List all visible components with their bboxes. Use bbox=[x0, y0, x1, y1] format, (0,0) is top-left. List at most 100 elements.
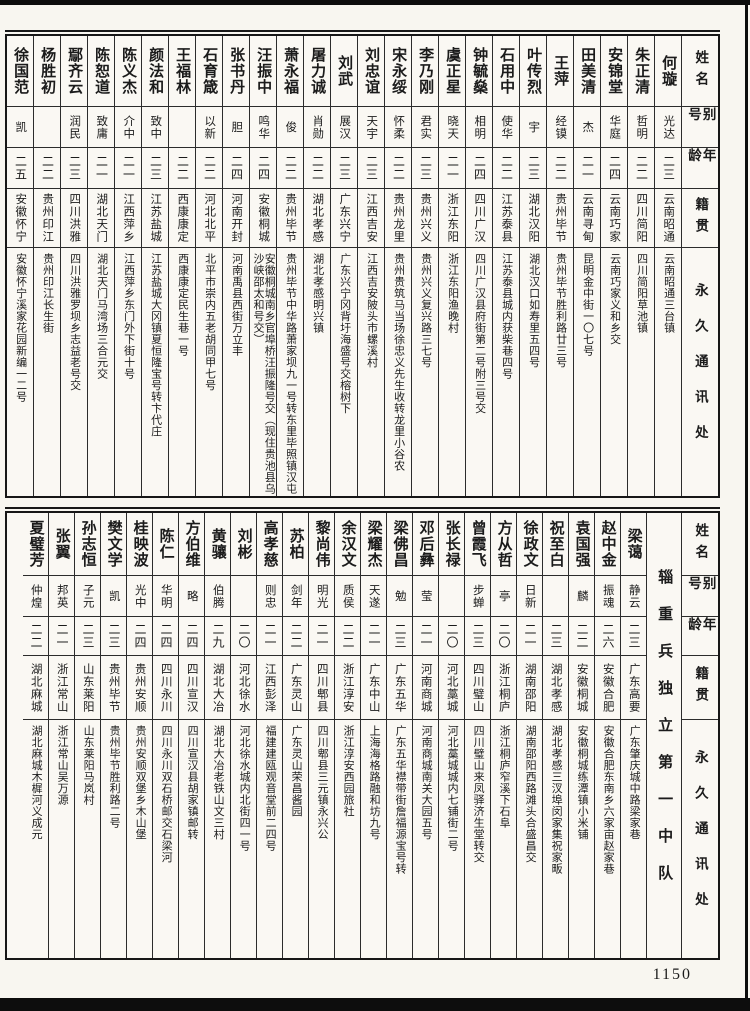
person-column: 张长禄 二〇 河北藁城 河北藁城城内七铺街二号 bbox=[438, 513, 464, 958]
person-native-text: 四川璧山 bbox=[471, 662, 484, 713]
person-native-cell: 湖北大冶 bbox=[205, 656, 230, 720]
person-age-text: 二三 bbox=[392, 623, 407, 649]
person-address-text: 浙江桐庐窄溪下石阜 bbox=[498, 725, 511, 829]
person-alias-cell: 介中 bbox=[115, 107, 141, 148]
person-address-cell: 贵州贵筑马当场徐忠义先生收转龙里小谷农 bbox=[385, 248, 411, 496]
person-column: 梁耀杰 天遂 二一 广东中山 上海海格路融和坊九号 bbox=[360, 513, 386, 958]
person-age-text: 二一 bbox=[54, 623, 69, 649]
person-alias-cell bbox=[543, 576, 568, 617]
person-alias-text: 杰 bbox=[581, 120, 594, 134]
person-address-text: 广东肇庆城中路梁家巷 bbox=[628, 725, 641, 840]
person-address-text: 贵州毕节胜利路二号 bbox=[108, 725, 121, 829]
person-name-cell: 屠力诚 bbox=[304, 36, 330, 107]
person-name-cell: 田美清 bbox=[574, 36, 600, 107]
person-age-text: 二三 bbox=[626, 623, 641, 649]
person-native-text: 四川郫县 bbox=[315, 662, 328, 713]
person-column: 屠力诚 肖勋 二二 湖北孝感 湖北孝感明兴镇 bbox=[303, 36, 330, 496]
person-alias-text: 明光 bbox=[315, 583, 328, 609]
person-native-text: 四川永川 bbox=[159, 662, 172, 713]
person-age-text: 二二 bbox=[553, 155, 568, 181]
person-name-text: 陈恕道 bbox=[93, 47, 110, 95]
person-age-text: 二二 bbox=[634, 155, 649, 181]
person-alias-cell: 莹 bbox=[413, 576, 438, 617]
person-address-cell: 湖北孝感三汊埠闵家集祝家畈 bbox=[543, 720, 568, 958]
person-alias-text: 使华 bbox=[500, 114, 513, 140]
person-age-text: 二一 bbox=[580, 155, 595, 181]
person-native-text: 湖北麻城 bbox=[29, 662, 42, 713]
person-native-text: 贵州毕节 bbox=[284, 193, 297, 243]
person-alias-text: 伯腾 bbox=[211, 583, 224, 609]
person-age-cell: 二一 bbox=[574, 148, 600, 189]
person-native-cell: 广东兴宁 bbox=[331, 189, 357, 248]
person-address-text: 安徽桐城练潭镇小米铺 bbox=[576, 725, 589, 840]
person-native-text: 云南寻甸 bbox=[581, 193, 594, 243]
person-age-text: 二〇 bbox=[444, 623, 459, 649]
person-address-cell: 四川宣汉县胡家镇邮转 bbox=[179, 720, 204, 958]
person-native-text: 浙江东阳 bbox=[446, 193, 459, 243]
person-age-text: 二二 bbox=[283, 155, 298, 181]
person-column: 邓后彝莹二一 河南商城 河南商城南关大园五号 bbox=[412, 513, 438, 958]
person-address-text: 四川璧山来凤驿济生堂转交 bbox=[472, 725, 485, 863]
person-native-cell: 浙江东阳 bbox=[439, 189, 465, 248]
person-name-cell: 方伯维 bbox=[179, 513, 204, 576]
person-native-cell: 广东灵山 bbox=[283, 656, 308, 720]
person-age-text: 二二 bbox=[574, 623, 589, 649]
person-age-cell: 二三 bbox=[621, 617, 646, 656]
person-native-cell: 安徽怀宁 bbox=[7, 189, 33, 248]
person-age-cell: 二四 bbox=[153, 617, 178, 656]
header-native-label: 籍贯 bbox=[693, 196, 709, 240]
person-native-cell: 湖南邵阳 bbox=[517, 656, 542, 720]
person-native-text: 江西吉安 bbox=[365, 193, 378, 243]
person-native-text: 湖北大冶 bbox=[211, 662, 224, 713]
person-column: 赵中金 振魂 二六 安徽合肥 安徽合肥东南乡六家亩赵家巷 bbox=[594, 513, 620, 958]
person-native-text: 贵州毕节 bbox=[554, 193, 567, 243]
person-age-cell: 二一 bbox=[517, 617, 542, 656]
person-name-cell: 梁耀杰 bbox=[361, 513, 386, 576]
person-native-text: 贵州毕节 bbox=[107, 662, 120, 713]
person-alias-cell: 君实 bbox=[412, 107, 438, 148]
person-native-text: 河南商城 bbox=[419, 662, 432, 713]
person-address-cell: 贵州毕节胜利路廿三号 bbox=[547, 248, 573, 496]
person-column: 梁佛昌勉二三 广东五华 广东五华襟带街詹福源宝号转 bbox=[386, 513, 412, 958]
person-name-cell: 黄骧 bbox=[205, 513, 230, 576]
person-alias-cell: 步蝉 bbox=[465, 576, 490, 617]
person-alias-text: 胆 bbox=[230, 120, 243, 134]
person-column: 颜法和 致中 二三 江苏盐城 江苏盐城大冈镇夏恒隆宝号转卞代庄 bbox=[141, 36, 168, 496]
person-name-text: 徐政文 bbox=[521, 520, 538, 568]
person-age-text: 二四 bbox=[472, 155, 487, 181]
person-name-text: 王福林 bbox=[174, 47, 191, 95]
person-name-cell: 黎尚伟 bbox=[309, 513, 334, 576]
person-name-text: 鄢齐云 bbox=[66, 47, 83, 95]
person-address-text: 四川永川双石桥邮交石梁河 bbox=[160, 725, 173, 863]
person-age-cell: 二〇 bbox=[439, 617, 464, 656]
person-alias-text: 怀柔 bbox=[392, 114, 405, 140]
person-alias-text: 经镆 bbox=[554, 114, 567, 140]
unit-title-label: 辎重兵独立第一中队 bbox=[656, 569, 673, 902]
person-alias-cell bbox=[169, 107, 195, 148]
person-age-text: 二四 bbox=[256, 155, 271, 181]
person-name-text: 孙志恒 bbox=[79, 520, 96, 568]
person-alias-text: 润民 bbox=[68, 114, 81, 140]
person-native-text: 广东灵山 bbox=[289, 662, 302, 713]
person-native-cell: 河北徐水 bbox=[231, 656, 256, 720]
person-address-text: 浙江淳安西园旅社 bbox=[342, 725, 355, 817]
person-native-cell: 贵州兴义 bbox=[412, 189, 438, 248]
person-alias-cell: 相明 bbox=[466, 107, 492, 148]
person-address-text: 北平市崇内五老胡同甲七号 bbox=[203, 253, 216, 391]
person-alias-cell: 振魂 bbox=[595, 576, 620, 617]
header-address: 永久通讯处 bbox=[682, 248, 718, 496]
person-address-cell: 贵州兴义复兴路三七号 bbox=[412, 248, 438, 496]
person-address-cell: 河北藁城城内七铺街二号 bbox=[439, 720, 464, 958]
person-alias-text: 振魂 bbox=[601, 583, 614, 609]
person-column: 王萍 经镆 二二 贵州毕节 贵州毕节胜利路廿三号 bbox=[546, 36, 573, 496]
header-age-label: 年龄 bbox=[686, 617, 716, 639]
person-address-text: 湖北孝感明兴镇 bbox=[311, 253, 324, 334]
person-address-text: 广东五华襟带街詹福源宝号转 bbox=[394, 725, 407, 875]
person-age-text: 二二 bbox=[391, 155, 406, 181]
person-alias-cell: 以新 bbox=[196, 107, 222, 148]
person-native-text: 贵州龙里 bbox=[392, 193, 405, 243]
person-alias-text: 华明 bbox=[159, 583, 172, 609]
person-column: 桂映波 光中 二四 贵州安顺 贵州安顺双堡乡木山堡 bbox=[126, 513, 152, 958]
person-address-cell: 江苏盐城大冈镇夏恒隆宝号转卞代庄 bbox=[142, 248, 168, 496]
person-name-text: 方从哲 bbox=[495, 520, 512, 568]
